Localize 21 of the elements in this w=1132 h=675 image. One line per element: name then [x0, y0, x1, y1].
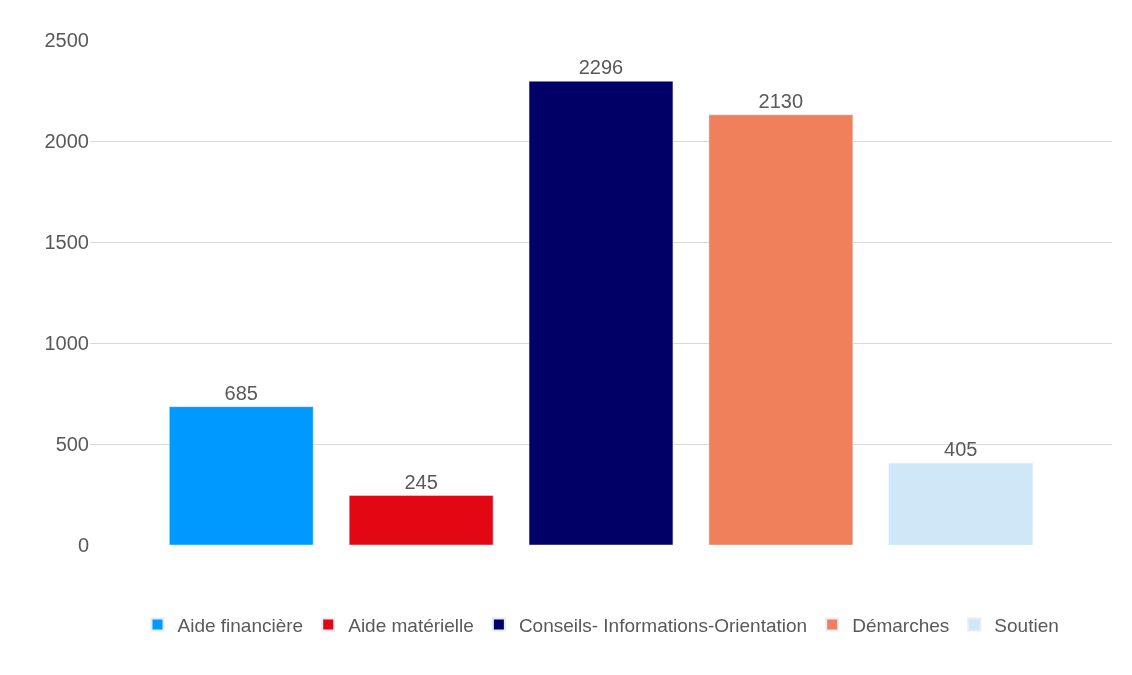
data-label: 2130 [758, 89, 804, 112]
bar [888, 462, 1033, 545]
legend-label: Aide matérielle [348, 614, 474, 636]
data-label: 405 [944, 438, 978, 461]
y-tick-label: 500 [55, 433, 89, 455]
bar [169, 406, 314, 545]
y-tick-label: 0 [77, 534, 89, 556]
data-label: 245 [404, 470, 438, 493]
y-tick-label: 2500 [44, 29, 89, 51]
data-label: 685 [224, 381, 258, 404]
legend-label: Conseils- Informations-Orientation [518, 614, 808, 636]
bar [528, 80, 674, 545]
y-tick-label: 1500 [44, 231, 89, 253]
y-tick-label: 2000 [44, 130, 89, 152]
bar [708, 114, 854, 545]
data-label: 2296 [578, 56, 624, 79]
legend-label: Aide financière [177, 614, 304, 636]
bar [348, 495, 494, 545]
legend-label: Démarches [852, 614, 950, 636]
y-tick-label: 1000 [44, 332, 89, 354]
legend-label: Soutien [994, 614, 1059, 636]
